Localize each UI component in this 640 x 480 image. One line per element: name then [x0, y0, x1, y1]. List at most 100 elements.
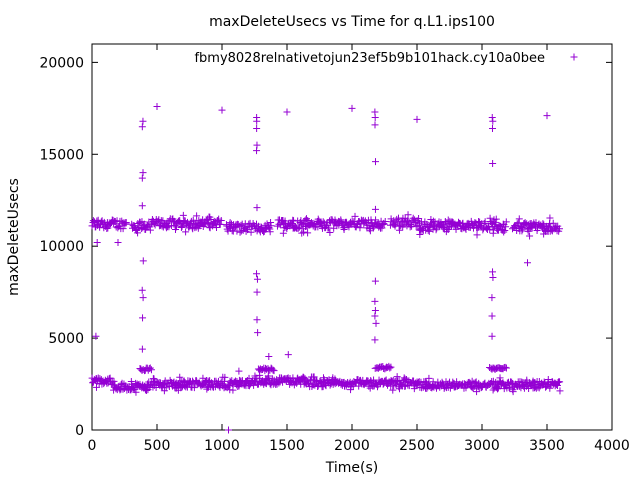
y-tick-label: 15000 [39, 147, 84, 163]
data-point [121, 220, 129, 228]
x-tick-label: 1000 [204, 438, 240, 454]
data-point [213, 224, 221, 232]
data-point [371, 336, 379, 344]
data-point [352, 223, 360, 231]
x-tick-label: 3000 [464, 438, 500, 454]
data-point [146, 226, 154, 234]
data-point [139, 294, 147, 302]
data-point [153, 102, 161, 110]
data-point [138, 202, 146, 210]
data-point [502, 218, 510, 226]
data-point [356, 224, 364, 232]
data-point [218, 106, 226, 114]
data-point [351, 212, 359, 220]
data-point [369, 224, 377, 232]
data-point [277, 221, 285, 229]
data-point [138, 345, 146, 353]
data-point [242, 227, 250, 235]
plot-frame [91, 43, 613, 431]
data-point [304, 229, 312, 237]
data-point [92, 383, 100, 391]
data-point [257, 223, 265, 231]
data-point [500, 228, 508, 236]
data-point [270, 367, 278, 375]
data-point [138, 123, 146, 131]
data-point [361, 217, 369, 225]
data-point [378, 224, 386, 232]
data-point [473, 388, 481, 396]
data-point [182, 228, 190, 236]
data-point [253, 117, 261, 125]
data-point [216, 220, 224, 228]
data-point [372, 216, 380, 224]
data-point [371, 307, 379, 315]
data-point [444, 216, 452, 224]
data-point [283, 108, 291, 116]
data-point [146, 223, 154, 231]
data-point [201, 220, 209, 228]
data-point [425, 374, 433, 382]
data-point [488, 114, 496, 122]
data-point [480, 220, 488, 228]
data-point [253, 204, 261, 212]
data-point [136, 218, 144, 226]
chart-title: maxDeleteUsecs vs Time for q.L1.ips100 [209, 14, 495, 30]
axis-ticks: 0 500 1000 1500 2000 2500 3000 3500 4000 0 5000 100… [39, 44, 630, 454]
data-point [372, 319, 380, 327]
data-point [380, 220, 388, 228]
data-point [275, 379, 283, 387]
data-point [245, 374, 253, 382]
data-point [319, 218, 327, 226]
data-point [509, 388, 517, 396]
data-point [114, 239, 122, 247]
data-point [336, 377, 344, 385]
data-point [555, 225, 563, 233]
data-point [160, 387, 168, 395]
data-point [122, 219, 130, 227]
data-point [347, 386, 355, 394]
data-point [267, 222, 275, 230]
data-point [462, 384, 470, 392]
legend-marker [570, 53, 578, 61]
data-point [326, 229, 334, 237]
x-tick-label: 0 [88, 438, 97, 454]
data-point [489, 273, 497, 281]
x-tick-label: 500 [144, 438, 171, 454]
y-tick-label: 20000 [39, 55, 84, 71]
data-point [88, 222, 96, 230]
data-point [501, 363, 509, 371]
data-point [546, 214, 554, 222]
data-point [253, 270, 261, 278]
data-point [191, 224, 199, 232]
data-point [553, 381, 561, 389]
data-point [386, 364, 394, 372]
data-point [495, 222, 503, 230]
data-point [371, 205, 379, 213]
data-point [518, 227, 526, 235]
data-point [239, 226, 247, 234]
data-point [116, 386, 124, 394]
data-point [416, 230, 424, 238]
data-point [263, 220, 271, 228]
data-point [266, 228, 274, 236]
data-point [139, 314, 147, 322]
data-point [412, 223, 420, 231]
legend-label: fbmy8028relnativetojun23ef5b9b101hack.cy… [194, 51, 545, 66]
data-point [455, 218, 463, 226]
data-point [146, 364, 154, 372]
data-point [179, 211, 187, 219]
data-point [526, 232, 534, 240]
data-point [253, 125, 261, 133]
x-tick-label: 2500 [399, 438, 435, 454]
data-point [177, 224, 185, 232]
data-point [185, 223, 193, 231]
data-point [302, 216, 310, 224]
data-point [556, 378, 564, 386]
data-point [253, 147, 261, 155]
data-point [258, 224, 266, 232]
legend: fbmy8028relnativetojun23ef5b9b101hack.cy… [194, 51, 578, 66]
data-point [471, 219, 479, 227]
data-point [203, 385, 211, 393]
data-point [279, 229, 287, 237]
data-point [348, 217, 356, 225]
